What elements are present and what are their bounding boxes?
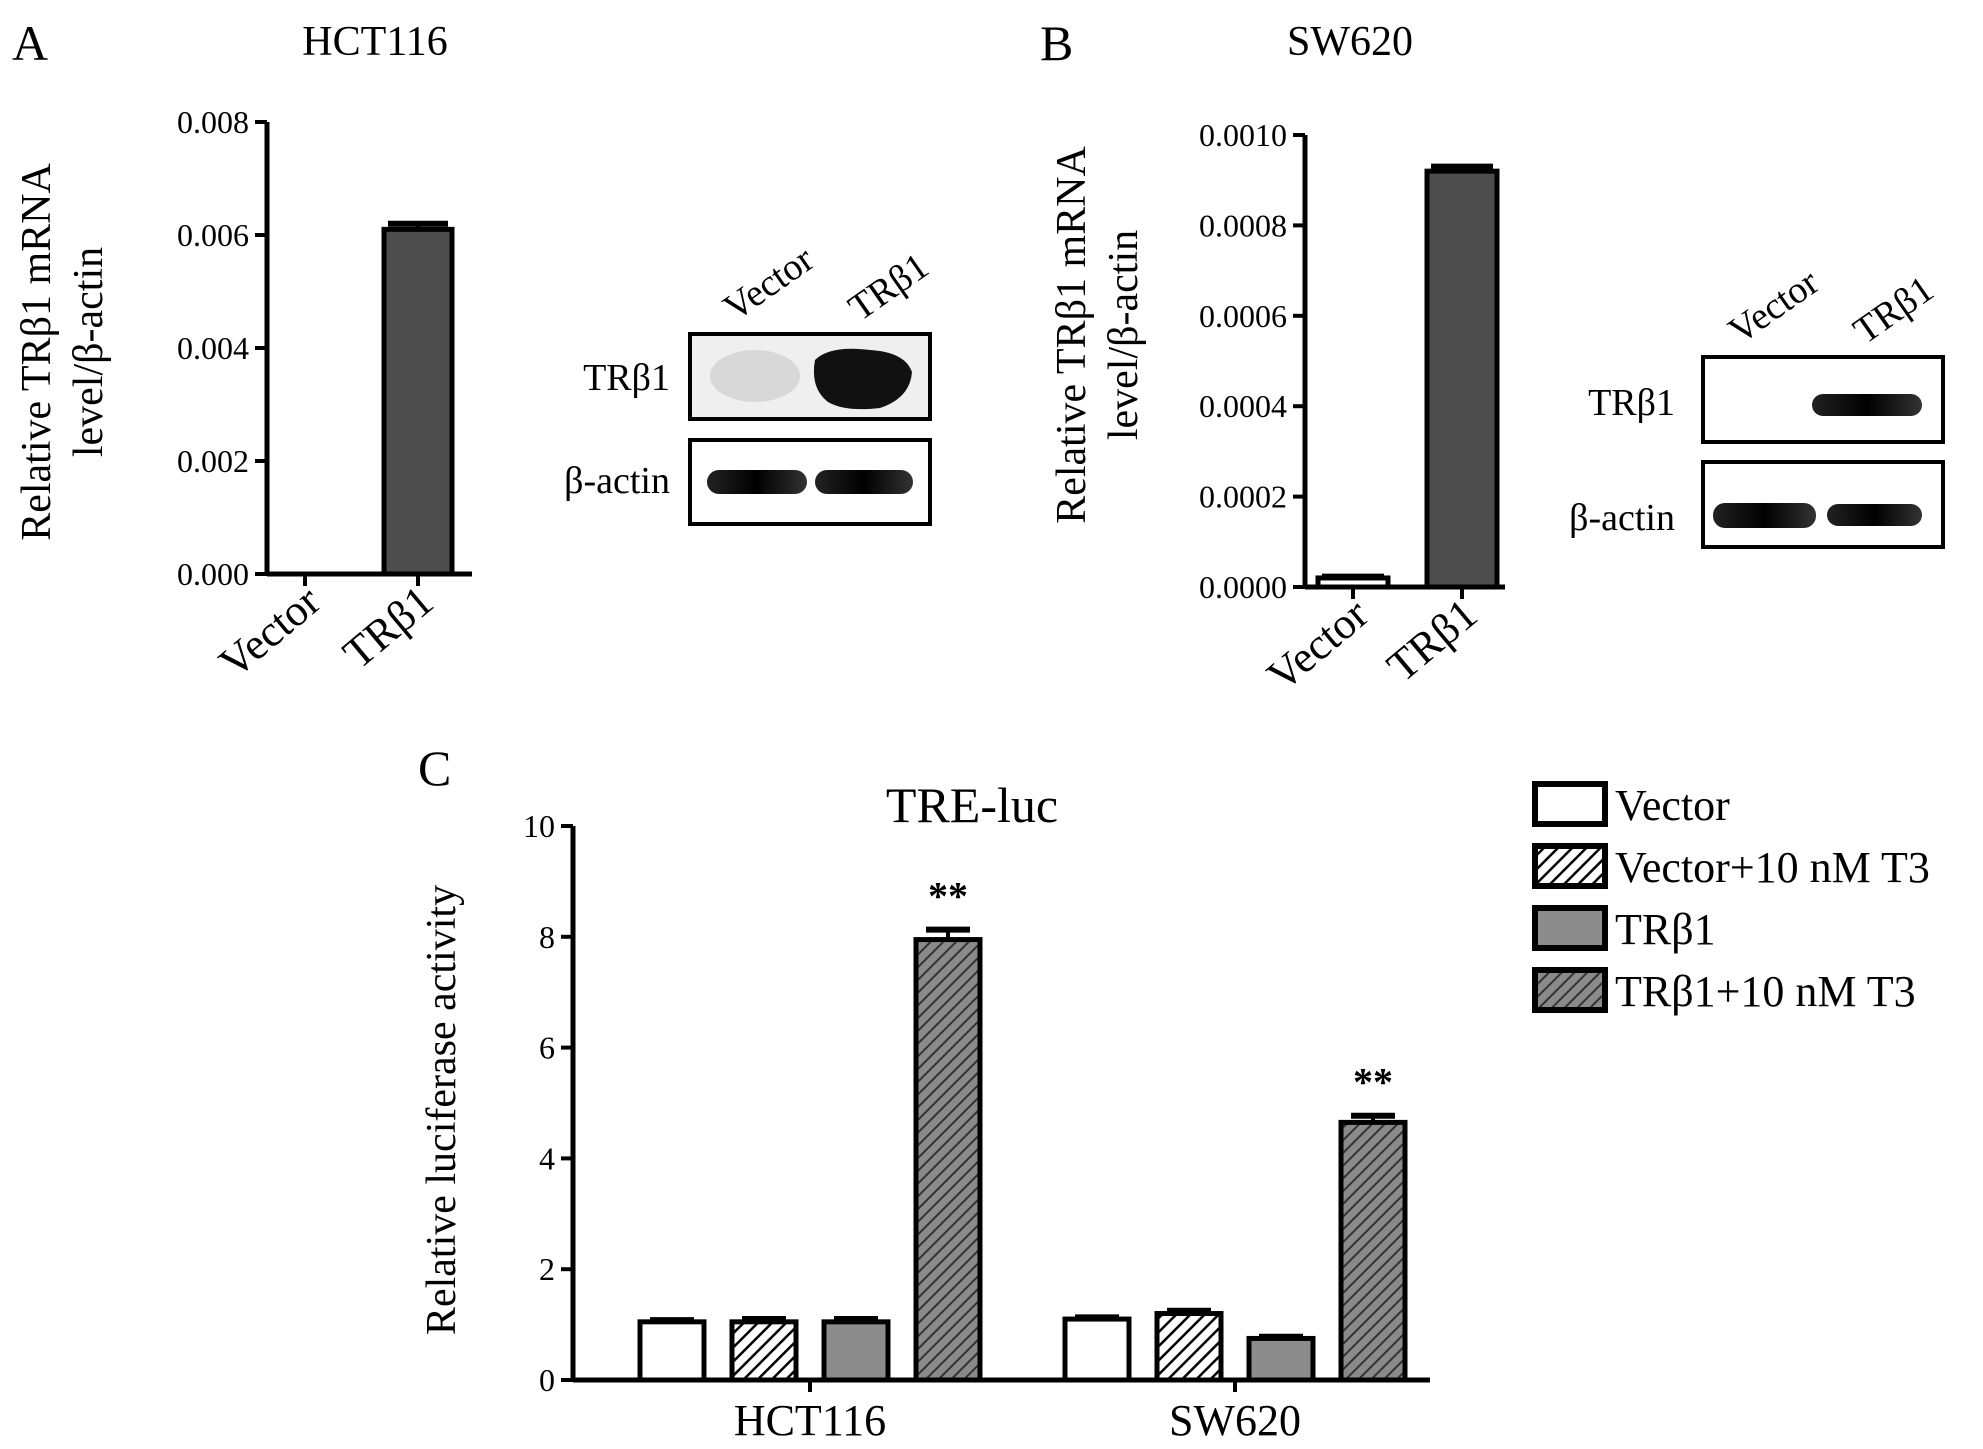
panel-b-ytick-label: 0.0000 [1199, 569, 1287, 605]
panel-c-ytick-label: 0 [539, 1362, 555, 1398]
panel-c-ytick-label: 2 [539, 1251, 555, 1287]
panel-a-letter: A [12, 15, 48, 71]
panel-c-bar [821, 1319, 891, 1383]
panel-a-category-label: TRβ1 [334, 576, 443, 678]
panel-a-ylabel-line2: level/β-actin [66, 247, 112, 457]
legend-label: Vector [1615, 781, 1730, 830]
panel-c-bar [913, 937, 983, 1383]
panel-a-ytick-label: 0.002 [177, 443, 249, 479]
blot-b-trb1-overexpressed-band [1812, 394, 1922, 416]
panel-c-category-label: SW620 [1169, 1396, 1301, 1445]
panel-b-letter: B [1040, 15, 1073, 71]
legend-label: TRβ1 [1615, 905, 1716, 954]
panel-c-ylabel: Relative luciferase activity [419, 885, 465, 1335]
legend-label: TRβ1+10 nM T3 [1615, 967, 1916, 1016]
panel-a-category-label: Vector [210, 576, 330, 688]
panel-b-ytick-label: 0.0002 [1199, 479, 1287, 515]
blot-a-row-trb1: TRβ1 [583, 357, 670, 399]
panel-b-western-blot: Vector TRβ1 TRβ1 β-actin [1569, 261, 1945, 549]
legend-swatch [1532, 967, 1608, 1013]
blot-a-lane-vector: Vector [716, 238, 822, 329]
panel-b: B SW620 Relative TRβ1 mRNA level/β-actin… [1040, 15, 1945, 700]
panel-b-ylabel-line1: Relative TRβ1 mRNA [1049, 146, 1095, 524]
panel-c-bar-chart: 0 2 4 6 8 10 ** HCT116 ** SW620 [523, 808, 1430, 1445]
panel-c-ytick-label: 8 [539, 919, 555, 955]
panel-b-bar-chart: 0.0000 0.0002 0.0004 0.0006 0.0008 0.0010 Vect… [1199, 117, 1505, 700]
panel-c-bar [1246, 1335, 1316, 1383]
panel-c-bar [1062, 1316, 1132, 1383]
panel-c: C TRE-luc Relative luciferase activity 0… [418, 740, 1930, 1445]
panel-c-legend: Vector Vector+10 nM T3 TRβ1 TRβ1+10 nM T3 [1532, 781, 1930, 1016]
panel-a-ytick-label: 0.006 [177, 217, 249, 253]
panel-a-ytick-label: 0.000 [177, 556, 249, 592]
panel-c-category-label: HCT116 [734, 1396, 886, 1445]
panel-c-significance-label: ** [928, 874, 968, 919]
panel-a-bar-chart: 0.000 0.002 0.004 0.006 0.008 Vector TRβ1 [177, 104, 472, 687]
blot-b-lane-vector: Vector [1721, 261, 1827, 352]
blot-a-trb1-vector-band [710, 350, 800, 402]
legend-swatch [1532, 905, 1608, 951]
panel-a-western-blot: Vector TRβ1 TRβ1 β-actin [564, 238, 936, 526]
panel-a: A HCT116 Relative TRβ1 mRNA level/β-acti… [12, 15, 936, 687]
blot-b-row-actin: β-actin [1569, 497, 1675, 539]
legend-label: Vector+10 nM T3 [1615, 843, 1930, 892]
panel-c-bar [729, 1319, 799, 1383]
panel-b-ytick-label: 0.0008 [1199, 207, 1287, 243]
panel-a-ytick-label: 0.008 [177, 104, 249, 140]
panel-c-letter: C [418, 740, 451, 796]
panel-c-title: TRE-luc [886, 777, 1058, 833]
panel-c-significance-label: ** [1353, 1060, 1393, 1105]
panel-b-ytick-label: 0.0004 [1199, 388, 1287, 424]
panel-c-bar [1154, 1311, 1224, 1383]
panel-c-bar [637, 1319, 707, 1383]
panel-b-ylabel-line2: level/β-actin [1101, 230, 1147, 440]
panel-b-title: SW620 [1287, 19, 1413, 65]
panel-b-category-label: TRβ1 [1378, 589, 1487, 691]
blot-a-lane-trb1: TRβ1 [841, 245, 936, 329]
legend-swatch [1532, 781, 1608, 827]
panel-b-bar [1424, 168, 1500, 590]
panel-b-ytick-label: 0.0006 [1199, 298, 1287, 334]
blot-a-row-actin: β-actin [564, 460, 670, 502]
blot-b-actin-vector-band [1713, 503, 1816, 528]
panel-b-ytick-label: 0.0010 [1199, 117, 1287, 153]
panel-a-ylabel-line1: Relative TRβ1 mRNA [14, 163, 60, 541]
panel-c-ytick-label: 10 [523, 808, 555, 844]
blot-b-actin-trb1-band [1827, 504, 1922, 526]
panel-a-title: HCT116 [302, 19, 447, 65]
panel-a-ytick-label: 0.004 [177, 330, 249, 366]
panel-c-ytick-label: 6 [539, 1030, 555, 1066]
blot-a-actin-vector-band [707, 470, 807, 494]
panel-a-bar [381, 226, 455, 577]
panel-c-bar [1338, 1119, 1408, 1383]
panel-b-category-label: Vector [1258, 589, 1378, 701]
blot-b-lane-trb1: TRβ1 [1846, 268, 1941, 352]
panel-c-ytick-label: 4 [539, 1140, 555, 1176]
blot-a-actin-trb1-band [815, 470, 913, 494]
blot-a-trb1-overexpressed-band [813, 348, 912, 410]
blot-b-row-trb1: TRβ1 [1588, 382, 1675, 424]
legend-swatch [1532, 843, 1608, 889]
